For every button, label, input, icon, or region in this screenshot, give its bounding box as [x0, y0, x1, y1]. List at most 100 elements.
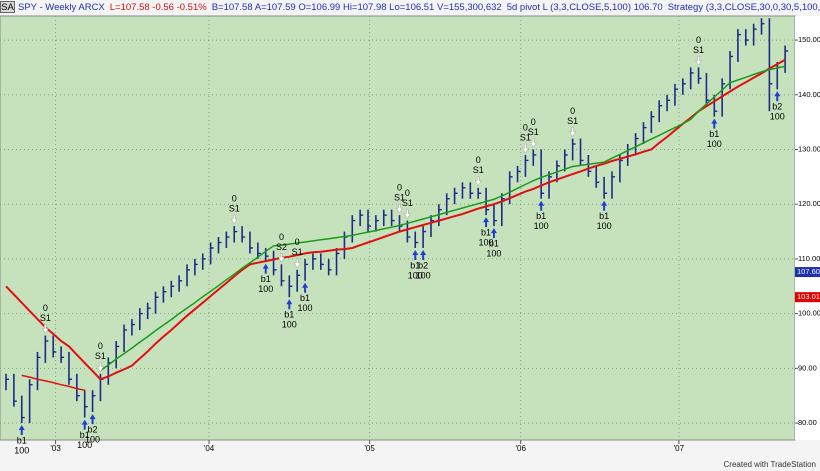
sell-arrow	[474, 176, 482, 187]
buy-arrow	[89, 414, 96, 425]
price-marker	[795, 267, 820, 278]
signal-qty: 0	[98, 341, 103, 351]
signal-qty: 100	[479, 238, 494, 248]
buy-arrow	[538, 200, 545, 211]
y-tick-label: 120.00	[798, 199, 820, 208]
signal-label: S1	[292, 247, 303, 257]
signal-qty: 0	[570, 106, 575, 116]
signal-qty: 100	[597, 221, 612, 231]
buy-arrow	[412, 249, 419, 260]
y-tick-label: 100.00	[798, 309, 820, 318]
signal-qty: 0	[295, 237, 300, 247]
x-tick-label: '04	[204, 444, 215, 453]
signal-qty: 0	[696, 35, 701, 45]
signal-qty: 100	[14, 445, 29, 455]
signal-qty: 100	[258, 284, 273, 294]
y-tick-label: 110.00	[798, 254, 820, 263]
buy-arrow	[262, 263, 269, 274]
signal-qty: 0	[43, 303, 48, 313]
signal-label: b1	[536, 211, 546, 221]
signal-qty: 0	[232, 193, 237, 203]
x-tick-label: '05	[364, 444, 375, 453]
signal-label: S2	[276, 242, 287, 252]
sell-arrow	[404, 209, 411, 220]
indicator-line	[21, 374, 85, 391]
signal-label: b1	[709, 129, 719, 139]
signal-label: S1	[520, 132, 531, 142]
sell-arrow	[569, 127, 576, 137]
signal-qty: 0	[476, 155, 481, 165]
buy-arrow	[302, 282, 309, 293]
signal-qty: 100	[85, 434, 100, 444]
sell-arrow	[41, 324, 49, 334]
buy-arrow	[774, 91, 781, 102]
sell-arrow	[278, 253, 285, 263]
buy-arrow	[81, 419, 88, 430]
signal-label: b1	[481, 228, 491, 238]
signal-qty: 0	[531, 117, 536, 127]
buy-arrow	[711, 118, 718, 129]
badge-box	[0, 1, 15, 13]
signal-qty: 100	[486, 248, 501, 258]
buy-arrow	[483, 217, 490, 228]
sell-arrow	[695, 56, 702, 66]
badge: SA	[1, 2, 14, 13]
signal-qty: 100	[534, 221, 549, 231]
buy-arrow	[286, 299, 293, 310]
signal-label: S1	[528, 127, 539, 137]
sell-arrow	[230, 214, 238, 225]
price-marker-label: 103.01	[797, 292, 820, 301]
signal-qty: 100	[416, 270, 431, 280]
x-tick-label: '03	[50, 444, 61, 453]
price-marker	[795, 292, 820, 303]
signal-label: b1	[261, 274, 271, 284]
signal-qty: 0	[523, 122, 528, 132]
buy-arrow	[420, 249, 427, 260]
signal-label: b2	[418, 260, 428, 270]
signal-qty: 100	[707, 139, 722, 149]
signal-qty: 100	[282, 320, 297, 330]
signal-label: b1	[489, 238, 499, 248]
signal-qty: 0	[279, 232, 284, 242]
sell-arrow	[396, 203, 403, 214]
header-text: Strategy (3,3,CLOSE,30,0,30,5,100,1.5)	[668, 2, 820, 13]
x-tick-label: '07	[674, 444, 685, 453]
header-text: L=107.58 -0.56 -0.51%	[110, 2, 207, 13]
header-text: SPY - Weekly ARCX	[18, 2, 105, 13]
signal-label: b1	[410, 260, 420, 270]
plot-area	[0, 15, 796, 441]
signal-qty: 100	[77, 440, 92, 450]
signal-label: S1	[95, 351, 106, 361]
y-tick-label: 90.00	[798, 363, 817, 372]
signal-label: b2	[772, 102, 782, 112]
buy-arrow	[18, 425, 25, 436]
footer: Created with TradeStation	[724, 460, 817, 469]
indicator-line	[99, 65, 786, 372]
signal-label: b1	[300, 293, 310, 303]
signal-label: b2	[88, 424, 98, 434]
indicator-line	[5, 58, 786, 381]
signal-label: b1	[80, 430, 90, 440]
signal-qty: 100	[408, 270, 423, 280]
signal-qty: 0	[405, 188, 410, 198]
y-tick-label: 80.00	[798, 418, 817, 427]
header-text: 5d pivot L (3,3,CLOSE,5,100) 106.70	[507, 2, 663, 13]
signal-label: S1	[402, 198, 413, 208]
signal-label: S1	[394, 193, 405, 203]
x-tick-label: '06	[515, 444, 526, 453]
header: SPY - Weekly ARCX L=107.58 -0.56 -0.51% B=…	[18, 2, 820, 13]
buy-arrow	[490, 228, 497, 239]
sell-arrow	[522, 143, 529, 154]
signal-label: S1	[567, 116, 578, 126]
buy-arrow	[601, 200, 608, 211]
signal-label: S1	[473, 165, 484, 175]
signal-qty: 100	[770, 112, 785, 122]
signal-label: S1	[40, 313, 51, 323]
signal-label: S1	[229, 203, 240, 213]
price-axis	[795, 16, 820, 440]
signal-label: b1	[17, 435, 27, 445]
signal-qty: 0	[397, 183, 402, 193]
sell-arrow	[97, 362, 104, 373]
sell-arrow	[293, 258, 301, 269]
